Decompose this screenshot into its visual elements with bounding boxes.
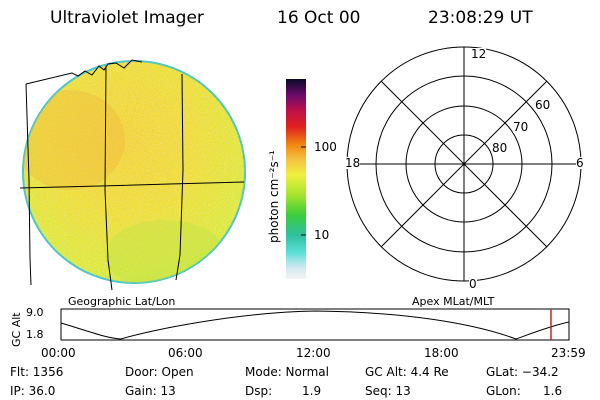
timeline-ytick-max: 9.0 [26, 306, 44, 319]
gc-altitude: GC Alt: 4.4 Re [365, 365, 449, 379]
timeline-xtick-1200: 12:00 [296, 346, 331, 360]
ip-value: IP: 36.0 [10, 384, 56, 398]
timeline-xtick-0600: 06:00 [168, 346, 203, 360]
dsp-label: Dsp: [245, 384, 273, 398]
observation-date: 16 Oct 00 [277, 8, 361, 28]
door-status: Door: Open [125, 365, 194, 379]
colorbar-tick-100: 100 [314, 140, 337, 154]
flight-number: Flt: 1356 [10, 365, 64, 379]
mlt-label-0: 0 [469, 277, 477, 291]
mlat-label-70: 70 [513, 120, 529, 134]
timeline-ytick-min: 1.8 [26, 328, 44, 341]
glon-label: GLon: [486, 384, 521, 398]
dsp-value: 1.9 [302, 384, 322, 398]
mlat-label-60: 60 [535, 98, 551, 112]
geographic-longitude: 1.6 [543, 384, 563, 398]
apex-label: Apex MLat/MLT [412, 295, 495, 308]
observation-time: 23:08:29 UT [428, 8, 533, 28]
colorbar-tick-10: 10 [314, 228, 330, 242]
timeline-xtick-2359: 23:59 [551, 346, 586, 360]
geographic-label: Geographic Lat/Lon [68, 295, 176, 308]
geographic-grid-lines [19, 59, 245, 291]
mlat-label-80: 80 [492, 141, 508, 155]
timeline-xtick-1800: 18:00 [424, 346, 459, 360]
mlt-label-12: 12 [471, 47, 487, 61]
mlt-label-18: 18 [345, 156, 361, 170]
timeline-xtick-0000: 00:00 [41, 346, 76, 360]
instrument-title: Ultraviolet Imager [50, 8, 204, 28]
mlt-label-6: 6 [576, 156, 584, 170]
sequence-number: Seq: 13 [365, 384, 411, 398]
mode-value: Mode: Normal [245, 365, 329, 379]
gain-value: Gain: 13 [125, 384, 176, 398]
geographic-latitude: GLat: −34.2 [486, 365, 559, 379]
